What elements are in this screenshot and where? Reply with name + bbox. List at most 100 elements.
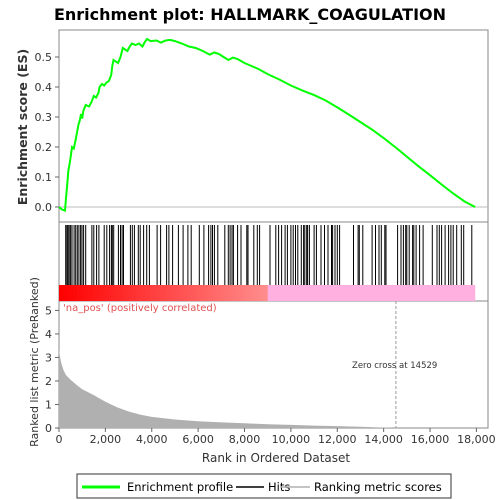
color-bar-segment [62, 285, 67, 301]
color-bar-segment [222, 285, 227, 301]
es-y-tick-label: 0.4 [35, 81, 53, 94]
color-bar-segment [132, 285, 137, 301]
color-bar-segment [139, 285, 144, 301]
x-tick-label: 8,000 [229, 433, 261, 446]
legend-label-enrichment: Enrichment profile [127, 480, 233, 494]
legend-label-ranking: Ranking metric scores [314, 480, 442, 494]
color-bar-segment [180, 285, 185, 301]
x-tick-label: 4,000 [136, 433, 168, 446]
color-bar-segment [163, 285, 168, 301]
color-bar-segment [65, 285, 71, 301]
color-bar-segment [219, 285, 224, 301]
color-bar-segment [264, 285, 269, 301]
color-bar-segment [177, 285, 182, 301]
color-bar-segment [208, 285, 213, 301]
color-bar-segment [184, 285, 189, 301]
color-bar-segment [93, 285, 98, 301]
color-bar-segment [260, 285, 265, 301]
color-bar-segment [72, 285, 77, 301]
color-bar-segment [201, 285, 206, 301]
x-tick-label: 16,000 [411, 433, 450, 446]
color-bar-segment [59, 285, 64, 301]
rank-y-tick-label: 5 [45, 304, 52, 317]
color-bar-segment [191, 285, 196, 301]
color-bar-segment [128, 285, 133, 301]
color-bar-segment [229, 285, 234, 301]
color-bar-segment [243, 285, 248, 301]
color-bar-segment [107, 285, 112, 301]
x-tick-label: 10,000 [272, 433, 311, 446]
x-tick-label: 2,000 [90, 433, 122, 446]
rank-y-tick-label: 3 [45, 351, 52, 364]
enrichment-profile-line [58, 37, 476, 213]
rank-y-ticks: 0 1 2 3 4 5 [45, 304, 59, 435]
es-y-tick-label: 0.1 [35, 171, 53, 184]
es-y-tick-label: 0.5 [35, 51, 53, 64]
color-bar-segment [225, 285, 231, 301]
x-tick-label: 18,000 [457, 433, 496, 446]
color-bar-segment [86, 285, 91, 301]
color-bar-segment [232, 285, 237, 301]
rank-y-tick-label: 1 [45, 398, 52, 411]
es-y-ticks: 0.0 0.1 0.2 0.3 0.4 0.5 [35, 51, 59, 214]
es-y-tick-label: 0.2 [35, 141, 53, 154]
color-bar-segment [90, 285, 95, 301]
color-bar-segment [173, 285, 178, 301]
x-axis-label: Rank in Ordered Dataset [202, 451, 350, 465]
color-bar-segment [83, 285, 88, 301]
x-tick-label: 6,000 [182, 433, 214, 446]
x-tick-label: 0 [56, 433, 63, 446]
color-bar-segment [170, 285, 175, 301]
color-bar-segment [250, 285, 255, 301]
color-bar-segment [159, 285, 164, 301]
es-panel-frame [58, 29, 489, 223]
color-bar-segment [198, 285, 203, 301]
rank-x-ticks: 0 2,000 4,000 6,000 8,000 10,000 12,000 14,000 1… [56, 428, 496, 446]
color-bar-segment [156, 285, 161, 301]
rank-y-axis-label: Ranked list metric (PreRanked) [28, 277, 41, 447]
zero-cross-label: Zero cross at 14529 [352, 361, 437, 371]
hits [65, 225, 473, 285]
es-y-tick-label: 0.3 [35, 111, 53, 124]
es-y-tick-label: 0.0 [35, 201, 53, 214]
x-tick-label: 14,000 [364, 433, 403, 446]
legend-label-hits: Hits [268, 480, 290, 494]
color-bar-segment [69, 285, 74, 301]
color-bar-segment [149, 285, 154, 301]
color-bar-segment [205, 285, 210, 301]
color-bar-segment [194, 285, 199, 301]
color-bar-segment [246, 285, 251, 301]
pos-correlated-label: 'na_pos' (positively correlated) [63, 303, 217, 314]
rank-y-tick-label: 2 [45, 375, 52, 388]
color-bar-segment [114, 285, 119, 301]
color-bar-segment [76, 285, 81, 301]
x-tick-label: 12,000 [318, 433, 357, 446]
color-bar-segment [121, 285, 126, 301]
es-y-axis-label: Enrichment score (ES) [15, 49, 30, 205]
color-bar-segment [111, 285, 116, 301]
ranking-metric-area [59, 349, 476, 428]
color-bar-segment [145, 285, 151, 301]
color-bar-segment [212, 285, 217, 301]
color-bar-segment [267, 285, 476, 301]
color-bar-segment [152, 285, 157, 301]
color-bar-segment [166, 285, 171, 301]
color-bar-segment [257, 285, 262, 301]
chart-title: Enrichment plot: HALLMARK_COAGULATION [54, 5, 446, 24]
rank-y-tick-label: 0 [45, 422, 52, 435]
color-bar-segment [253, 285, 258, 301]
color-bar-segment [142, 285, 147, 301]
color-bar-segment [236, 285, 241, 301]
color-bar-segment [100, 285, 105, 301]
color-bar-segment [104, 285, 109, 301]
color-bar-segment [79, 285, 84, 301]
color-bar-segment [135, 285, 140, 301]
rank-y-tick-label: 4 [45, 328, 52, 341]
color-bar-segment [187, 285, 192, 301]
color-bar-segment [118, 285, 123, 301]
color-bar-segment [125, 285, 130, 301]
color-bar-segment [239, 285, 244, 301]
color-bar-segment [97, 285, 102, 301]
legend-box [76, 473, 452, 499]
